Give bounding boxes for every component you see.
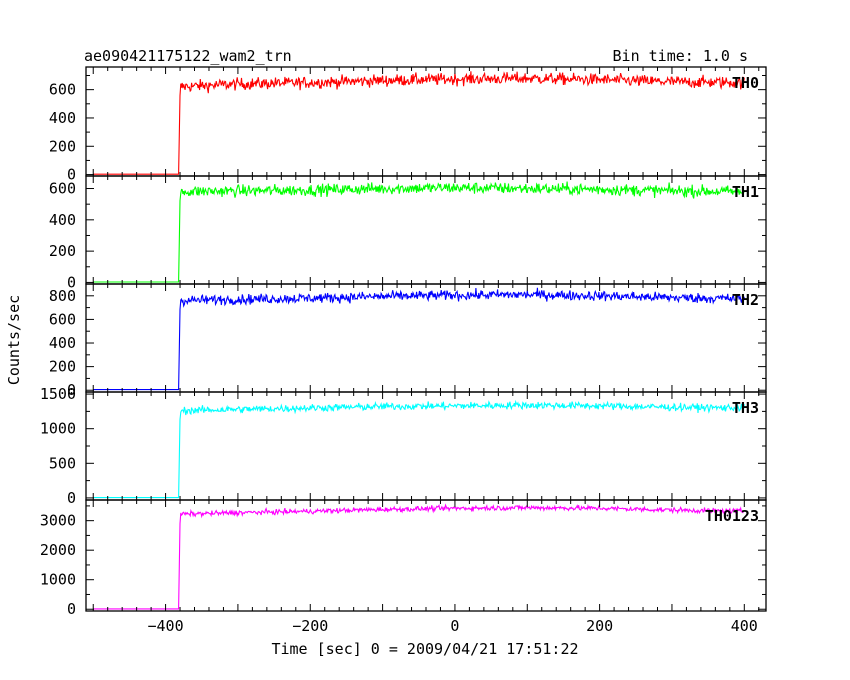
- series-line-th0123: [93, 503, 745, 610]
- x-tick-label: −200: [292, 617, 328, 635]
- series-label-th3: TH3: [732, 399, 759, 417]
- y-tick-label: 400: [49, 334, 76, 352]
- y-tick-label: 600: [49, 81, 76, 99]
- x-tick-label: 200: [586, 617, 613, 635]
- panel-th0: 0 200 400 600 TH0: [49, 66, 767, 184]
- panel-th3: 0 500 1000 1500 TH3: [40, 385, 767, 507]
- y-tick-label: 1000: [40, 420, 76, 438]
- x-tick-label: 0: [450, 617, 459, 635]
- series-label-th2: TH2: [732, 291, 759, 309]
- y-tick-label: 500: [49, 454, 76, 472]
- y-tick-label: 1000: [40, 571, 76, 589]
- x-tick-label: −400: [148, 617, 184, 635]
- panels-group: 0 200 400 600 TH0 0 200 400 600 TH1 0 200 400 600 800 T…: [40, 66, 767, 618]
- y-tick-label: 800: [49, 287, 76, 305]
- x-axis-label: Time [sec] 0 = 2009/04/21 17:51:22: [271, 640, 578, 658]
- y-tick-label: 200: [49, 358, 76, 376]
- x-tick-label: 400: [731, 617, 758, 635]
- series-label-th0: TH0: [732, 74, 759, 92]
- series-label-th0123: TH0123: [705, 507, 759, 525]
- y-tick-label: 1500: [40, 385, 76, 403]
- series-line-th0: [93, 71, 745, 175]
- series-line-th1: [93, 181, 745, 283]
- y-tick-label: 0: [67, 273, 76, 291]
- panel-frame: [85, 499, 767, 612]
- y-tick-label: 600: [49, 310, 76, 328]
- y-tick-label: 200: [49, 242, 76, 260]
- y-tick-label: 2000: [40, 541, 76, 559]
- panel-th2: 0 200 400 600 800 TH2: [49, 283, 767, 399]
- bin-time-label: Bin time: 1.0 s: [613, 47, 748, 65]
- y-tick-label: 3000: [40, 512, 76, 530]
- y-tick-label: 600: [49, 180, 76, 198]
- x-tick-labels: −400 −200 0 200 400: [148, 617, 758, 635]
- y-tick-label: 0: [67, 381, 76, 399]
- series-line-th3: [93, 399, 745, 499]
- y-tick-label: 400: [49, 211, 76, 229]
- y-tick-label: 200: [49, 137, 76, 155]
- chart-title: ae090421175122_wam2_trn: [84, 47, 292, 65]
- y-tick-label: 0: [67, 166, 76, 184]
- series-label-th1: TH1: [732, 183, 759, 201]
- series-line-th2: [93, 287, 745, 391]
- y-tick-label: 0: [67, 600, 76, 618]
- y-axis-label: Counts/sec: [5, 295, 23, 385]
- y-tick-label: 400: [49, 109, 76, 127]
- panel-th0123: 0 1000 2000 3000 TH0123: [40, 499, 767, 618]
- y-tick-label: 0: [67, 489, 76, 507]
- panel-th1: 0 200 400 600 TH1: [49, 175, 767, 291]
